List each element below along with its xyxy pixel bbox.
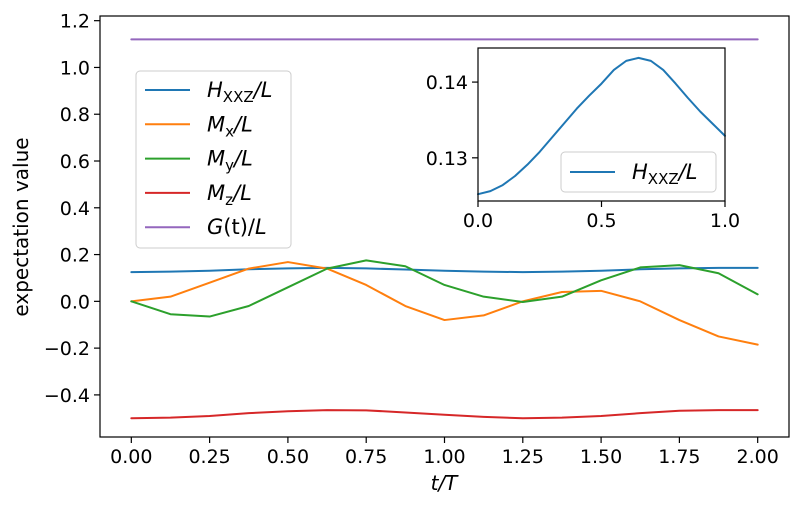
- inset-y-tick-label: 0.14: [426, 72, 468, 94]
- inset-x-ticks: 0.0 0.5 1.0: [463, 201, 740, 232]
- main-legend-label-m-x-l: Mx/L: [207, 112, 253, 140]
- main-legend-label-m-y-l: My/L: [207, 147, 253, 175]
- main-y-tick-label: 0.4: [60, 198, 90, 220]
- inset-legend: HXXZ/L: [560, 151, 717, 193]
- main-x-tick-label: 1.50: [580, 446, 622, 468]
- y-axis-title: expectation value: [9, 137, 33, 316]
- main-y-ticks: −0.4 −0.2 0.0 0.2 0.4 0.6 0.8 1.0 1.2: [44, 11, 100, 407]
- main-y-tick-label: 0.2: [60, 245, 90, 267]
- main-y-tick-label: −0.2: [44, 338, 90, 360]
- main-x-tick-label: 0.25: [188, 446, 230, 468]
- main-y-tick-label: 0.0: [60, 291, 90, 313]
- inset-legend-items: HXXZ/L: [570, 160, 697, 188]
- main-series-line-h-xxz-l: [130, 266, 759, 274]
- main-y-tick-label: 0.6: [60, 151, 90, 173]
- main-legend-items: HXXZ/L Mx/L My/L Mz/L G(t)/L: [145, 78, 272, 239]
- inset-y-tick-label: 0.13: [426, 148, 468, 170]
- main-y-tick-label: 0.8: [60, 104, 90, 126]
- main-y-tick-label: 1.0: [60, 57, 90, 79]
- main-series-line-m-y-l: [130, 259, 759, 318]
- inset-x-tick-label: 0.5: [586, 210, 616, 232]
- main-series-line-m-x-l: [130, 261, 759, 346]
- x-axis-title: t/T: [431, 471, 460, 495]
- main-legend-label-m-z-l: Mz/L: [207, 181, 252, 209]
- main-legend-box: [135, 70, 292, 249]
- inset-legend-box: [560, 151, 717, 193]
- main-x-tick-label: 1.00: [423, 446, 465, 468]
- main-x-tick-label: 2.00: [737, 446, 779, 468]
- main-x-tick-label: 0.00: [110, 446, 152, 468]
- main-x-tick-label: 0.50: [267, 446, 309, 468]
- inset-x-tick-label: 1.0: [710, 210, 740, 232]
- main-x-tick-label: 1.25: [502, 446, 544, 468]
- main-series-line-m-z-l: [130, 409, 759, 420]
- main-x-tick-label: 1.75: [658, 446, 700, 468]
- main-legend: HXXZ/L Mx/L My/L Mz/L G(t)/L: [135, 70, 292, 249]
- inset-plot: 0.0 0.5 1.0 0.13 0.14: [426, 47, 740, 232]
- main-y-tick-label: 1.2: [60, 11, 90, 33]
- inset-y-ticks: 0.13 0.14: [426, 72, 478, 170]
- inset-x-tick-label: 0.0: [463, 210, 493, 232]
- inset-legend-label-h-xxz-l: HXXZ/L: [632, 160, 697, 188]
- inset-series-group: [477, 56, 726, 196]
- main-y-tick-label: −0.4: [44, 385, 90, 407]
- main-plot: 0.00 0.25 0.50 0.75 1.00 1.25 1.50 1.75 2.00 −0.…: [9, 11, 790, 495]
- main-x-tick-label: 0.75: [345, 446, 387, 468]
- main-x-ticks: 0.00 0.25 0.50 0.75 1.00 1.25 1.50 1.75 2.00: [110, 437, 779, 468]
- main-series-group: [130, 38, 759, 420]
- inset-series-line-h-xxz-l: [477, 56, 726, 196]
- main-legend-label-g-t-l: G(t)/L: [207, 215, 267, 239]
- main-legend-label-h-xxz-l: HXXZ/L: [207, 78, 272, 106]
